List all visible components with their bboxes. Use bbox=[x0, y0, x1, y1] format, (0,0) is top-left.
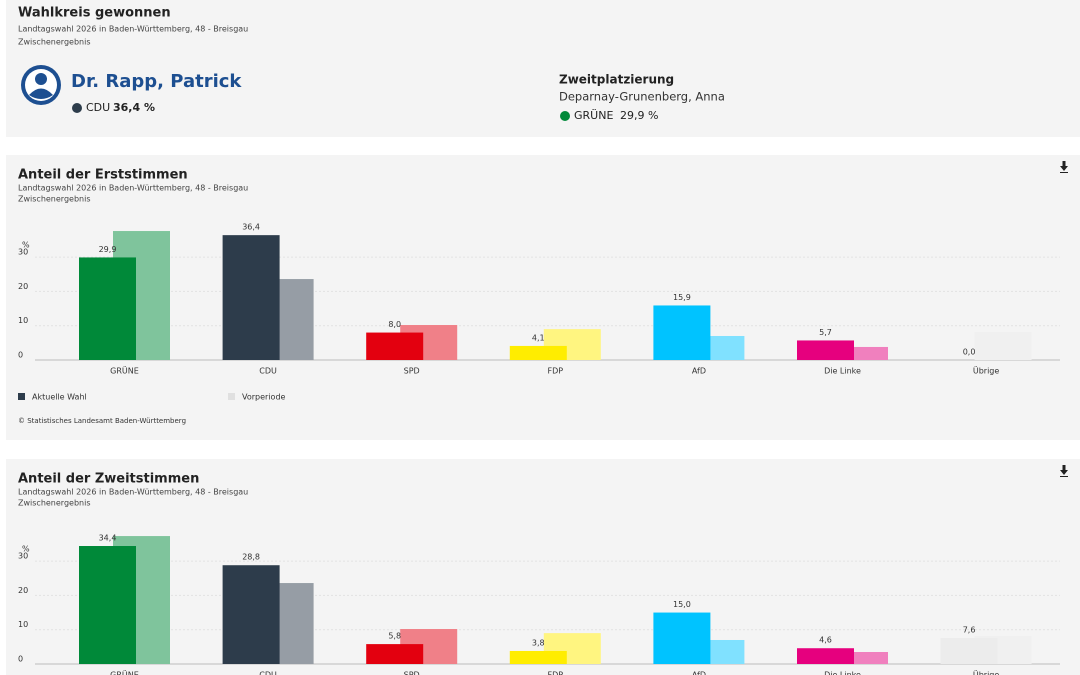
bar bbox=[222, 235, 280, 360]
value-label: 4,1 bbox=[532, 333, 545, 342]
value-label: 15,9 bbox=[673, 293, 691, 302]
x-tick-label: GRÜNE bbox=[110, 670, 139, 675]
download-icon bbox=[1060, 161, 1068, 173]
y-unit: % bbox=[22, 240, 30, 249]
x-tick-label: Die Linke bbox=[824, 367, 861, 376]
value-label: 7,6 bbox=[963, 625, 976, 634]
chart-title: Anteil der Erststimmen bbox=[18, 168, 188, 183]
bar bbox=[222, 565, 280, 664]
x-tick-label: Übrige bbox=[973, 366, 1000, 376]
source: © Statistisches Landesamt Baden-Württemb… bbox=[18, 417, 186, 425]
download-icon bbox=[1060, 465, 1068, 477]
winner-name: Dr. Rapp, Patrick bbox=[71, 71, 242, 92]
x-tick-label: FDP bbox=[548, 367, 564, 376]
note: Zwischenergebnis bbox=[18, 499, 90, 508]
value-label: 5,8 bbox=[388, 632, 401, 641]
x-tick-label: CDU bbox=[259, 367, 277, 376]
party-dot bbox=[72, 103, 82, 113]
legend-label: Vorperiode bbox=[242, 393, 286, 402]
legend-swatch bbox=[228, 393, 235, 400]
x-tick-label: Übrige bbox=[973, 670, 1000, 675]
bar bbox=[366, 332, 424, 360]
bar bbox=[797, 648, 854, 664]
bar bbox=[509, 345, 567, 360]
subtitle: Landtagswahl 2026 in Baden-Württemberg, … bbox=[18, 25, 248, 34]
value-label: 29,9 bbox=[99, 245, 117, 254]
value-label: 5,7 bbox=[819, 328, 832, 337]
x-tick-label: SPD bbox=[404, 367, 420, 376]
subtitle: Landtagswahl 2026 in Baden-Württemberg, … bbox=[18, 184, 248, 193]
bar bbox=[653, 612, 711, 664]
second-share: 29,9 % bbox=[620, 109, 658, 122]
bar bbox=[653, 305, 711, 360]
y-tick-label: 0 bbox=[18, 351, 23, 360]
x-tick-label: SPD bbox=[404, 671, 420, 675]
value-label: 3,8 bbox=[532, 638, 545, 647]
value-label: 36,4 bbox=[242, 223, 260, 232]
panel-title: Wahlkreis gewonnen bbox=[18, 6, 171, 21]
value-label: 0,0 bbox=[963, 348, 976, 357]
y-tick-label: 30 bbox=[18, 552, 28, 561]
bar bbox=[940, 637, 998, 664]
chart-panel bbox=[6, 459, 1080, 675]
legend-label: Aktuelle Wahl bbox=[32, 393, 87, 402]
value-label: 4,6 bbox=[819, 636, 832, 645]
y-tick-label: 20 bbox=[18, 586, 28, 595]
y-tick-label: 10 bbox=[18, 316, 28, 325]
legend-swatch bbox=[18, 393, 25, 400]
party-dot bbox=[560, 111, 570, 121]
x-tick-label: FDP bbox=[548, 671, 564, 675]
chart-panel bbox=[6, 155, 1080, 440]
second-heading: Zweitplatzierung bbox=[559, 73, 674, 87]
value-label: 8,0 bbox=[388, 320, 401, 329]
y-tick-label: 10 bbox=[18, 620, 28, 629]
winner-share: 36,4 % bbox=[113, 101, 155, 114]
bar bbox=[79, 546, 136, 664]
note: Zwischenergebnis bbox=[18, 38, 90, 47]
bar bbox=[974, 331, 1032, 360]
x-tick-label: GRÜNE bbox=[110, 366, 139, 376]
x-tick-label: AfD bbox=[692, 671, 706, 675]
bar bbox=[797, 340, 854, 360]
bar bbox=[509, 650, 567, 664]
bar bbox=[366, 644, 424, 664]
x-tick-label: AfD bbox=[692, 367, 706, 376]
y-tick-label: 20 bbox=[18, 282, 28, 291]
value-label: 28,8 bbox=[242, 553, 260, 562]
x-tick-label: Die Linke bbox=[824, 671, 861, 675]
winner-party: CDU bbox=[86, 101, 110, 114]
x-tick-label: CDU bbox=[259, 671, 277, 675]
second-party: GRÜNE bbox=[574, 109, 613, 122]
second-name: Deparnay-Grunenberg, Anna bbox=[559, 90, 725, 104]
bar bbox=[79, 257, 136, 360]
subtitle: Landtagswahl 2026 in Baden-Württemberg, … bbox=[18, 488, 248, 497]
avatar bbox=[21, 65, 61, 105]
y-unit: % bbox=[22, 544, 30, 553]
y-tick-label: 30 bbox=[18, 248, 28, 257]
chart-title: Anteil der Zweitstimmen bbox=[18, 472, 199, 487]
winner-panel bbox=[6, 0, 1080, 137]
y-tick-label: 0 bbox=[18, 655, 23, 664]
value-label: 34,4 bbox=[99, 534, 117, 543]
value-label: 15,0 bbox=[673, 600, 691, 609]
note: Zwischenergebnis bbox=[18, 195, 90, 204]
